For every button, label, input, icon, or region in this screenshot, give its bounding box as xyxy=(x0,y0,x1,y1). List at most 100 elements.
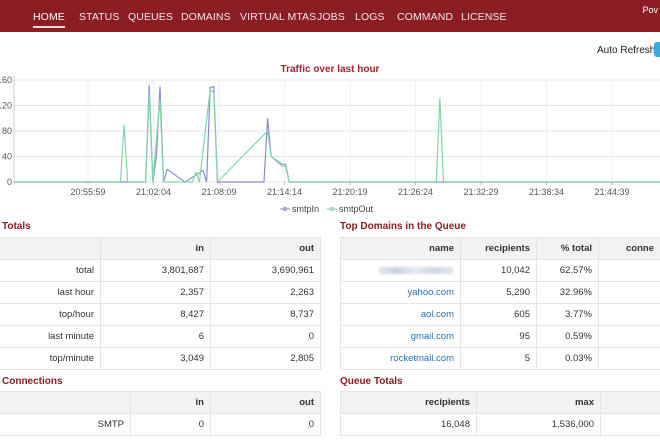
domain-cell: aol.com xyxy=(340,303,461,326)
table-row: last hour 2,357 2,263 xyxy=(0,281,321,304)
table-row: rocketmail.com 5 0.03% xyxy=(340,347,660,370)
x-tick-label: 21:14:14 xyxy=(267,187,302,197)
table-row: 10,042 62.57% xyxy=(340,259,660,282)
row-label: last minute xyxy=(0,325,101,348)
column-header xyxy=(600,391,660,414)
connections-table: in out SMTP 0 0 xyxy=(0,391,321,436)
column-header xyxy=(0,237,101,260)
legend-smtpout-marker xyxy=(329,206,335,212)
nav-home[interactable]: HOME xyxy=(33,11,65,28)
auto-refresh-label: Auto Refresh xyxy=(597,45,656,56)
x-tick-label: 21:26:24 xyxy=(398,187,433,197)
cell-value: 1,536,000 xyxy=(476,413,601,436)
nav-license[interactable]: LICENSE xyxy=(461,11,507,23)
domain-link[interactable]: aol.com xyxy=(420,309,454,320)
cell-value: 3,049 xyxy=(100,347,211,370)
x-tick-label: 21:02:04 xyxy=(136,187,171,197)
auto-refresh-toggle[interactable] xyxy=(654,42,660,57)
table-row: aol.com 605 3.77% xyxy=(340,303,660,326)
chart-title: Traffic over last hour xyxy=(281,64,380,75)
column-header: in xyxy=(130,391,211,414)
cell-value: 6 xyxy=(100,325,211,348)
table-row: SMTP 0 0 xyxy=(0,413,321,436)
nav-jobs[interactable]: JOBS xyxy=(317,11,345,23)
cell-value: 5 xyxy=(460,347,537,370)
top-nav: HOME STATUS QUEUES DOMAINS VIRTUAL MTAS … xyxy=(0,0,660,32)
column-header: max xyxy=(476,391,601,414)
x-tick-label: 21:32:29 xyxy=(463,187,498,197)
x-tick-label: 21:20:19 xyxy=(332,187,367,197)
cell-value: 3.77% xyxy=(536,303,599,326)
legend-smtpin-label: smtpIn xyxy=(292,204,319,214)
cell-value xyxy=(598,259,660,282)
column-header: in xyxy=(100,237,211,260)
y-tick-label: 80 xyxy=(2,126,12,136)
nav-domains[interactable]: DOMAINS xyxy=(181,11,231,23)
table-header-row: name recipients % total conne xyxy=(340,237,660,260)
row-label: top/hour xyxy=(0,303,101,326)
column-header: recipients xyxy=(340,391,477,414)
table-header-row: in out xyxy=(0,391,321,414)
nav-queues[interactable]: QUEUES xyxy=(128,11,173,23)
legend-smtpout-label: smtpOut xyxy=(339,204,374,214)
domain-cell: gmail.com xyxy=(340,325,461,348)
cell-value: 0 xyxy=(210,413,321,436)
cell-value: 8,737 xyxy=(210,303,321,326)
table-row: gmail.com 95 0.59% xyxy=(340,325,660,348)
cell-value: 3,801,687 xyxy=(100,259,211,282)
domain-link[interactable]: rocketmail.com xyxy=(390,353,454,364)
column-header: out xyxy=(210,237,321,260)
table-row: yahoo.com 5,290 32.96% xyxy=(340,281,660,304)
cell-value: 16,048 xyxy=(340,413,477,436)
column-header: conne xyxy=(598,237,660,260)
series-line-smtpout xyxy=(14,88,660,184)
domain-link[interactable]: gmail.com xyxy=(410,331,454,342)
x-tick-label: 21:08:09 xyxy=(201,187,236,197)
cell-value: 32.96% xyxy=(536,281,599,304)
table-row: total 3,801,687 3,690,961 xyxy=(0,259,321,282)
table-row: last minute 6 0 xyxy=(0,325,321,348)
table-row: top/hour 8,427 8,737 xyxy=(0,303,321,326)
column-header: name xyxy=(340,237,461,260)
chart-legend: smtpIn smtpOut xyxy=(280,204,374,214)
cell-value: 2,263 xyxy=(210,281,321,304)
cell-value: 0.03% xyxy=(536,347,599,370)
column-header: recipients xyxy=(460,237,537,260)
x-tick-label: 20:55:59 xyxy=(70,187,105,197)
series-line-smtpin xyxy=(14,85,660,183)
nav-user-link[interactable]: Pov xyxy=(642,5,658,15)
x-tick-label: 21:44:39 xyxy=(594,187,629,197)
domain-link[interactable]: yahoo.com xyxy=(407,287,454,298)
cell-value xyxy=(598,281,660,304)
traffic-chart: Traffic over last hour 0 40 80 120 160 20:55… xyxy=(0,64,660,214)
nav-virtual-mtas[interactable]: VIRTUAL MTAS xyxy=(240,11,317,23)
column-header: % total xyxy=(536,237,599,260)
legend-smtpin-marker xyxy=(282,206,288,212)
cell-value: 95 xyxy=(460,325,537,348)
cell-value: 5,290 xyxy=(460,281,537,304)
nav-status[interactable]: STATUS xyxy=(79,11,120,23)
row-label: last hour xyxy=(0,281,101,304)
domain-cell: rocketmail.com xyxy=(340,347,461,370)
cell-value: 3,690,961 xyxy=(210,259,321,282)
y-tick-label: 160 xyxy=(0,75,12,85)
cell-value: 0 xyxy=(130,413,211,436)
cell-value: 62.57% xyxy=(536,259,599,282)
cell-value xyxy=(598,325,660,348)
nav-command[interactable]: COMMAND xyxy=(397,11,454,23)
queue-totals-title: Queue Totals xyxy=(340,376,403,387)
column-header xyxy=(0,391,131,414)
row-label: total xyxy=(0,259,101,282)
row-label: top/minute xyxy=(0,347,101,370)
totals-table: in out total 3,801,687 3,690,961 last ho… xyxy=(0,237,321,370)
nav-logs[interactable]: LOGS xyxy=(355,11,385,23)
y-tick-label: 0 xyxy=(7,177,12,187)
cell-value: 2,357 xyxy=(100,281,211,304)
cell-value: 2,805 xyxy=(210,347,321,370)
domain-cell: yahoo.com xyxy=(340,281,461,304)
top-domains-table: name recipients % total conne 10,042 62.… xyxy=(340,237,660,370)
table-row: 16,048 1,536,000 xyxy=(340,413,660,436)
cell-value: 0 xyxy=(210,325,321,348)
column-header: out xyxy=(210,391,321,414)
redacted-domain xyxy=(378,266,454,274)
